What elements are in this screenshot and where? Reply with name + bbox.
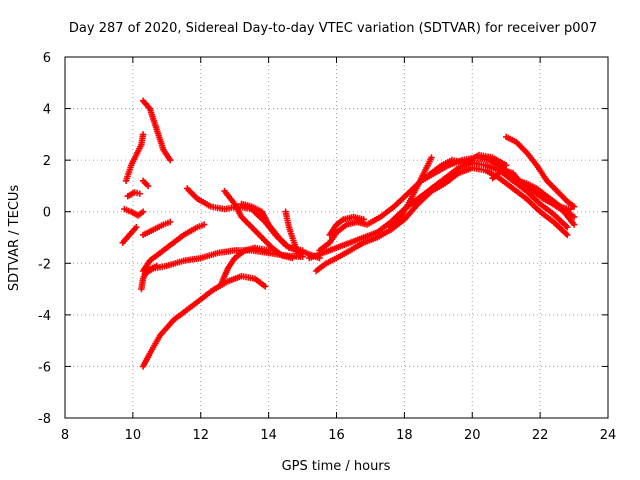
series-track-23 (503, 133, 578, 210)
y-tick-label: 0 (43, 206, 51, 221)
y-tick-label: 2 (43, 154, 51, 169)
series-track-6 (119, 224, 140, 246)
data-point (570, 203, 578, 210)
series-track-7 (139, 218, 174, 239)
data-point (139, 208, 147, 215)
grid (65, 57, 608, 418)
x-tick-label: 14 (260, 428, 277, 443)
series-track-16 (282, 208, 303, 259)
data-point (564, 224, 571, 231)
chart-title: Day 287 of 2020, Sidereal Day-to-day VTE… (69, 21, 597, 36)
series-track-10 (138, 262, 160, 293)
series-track-18 (306, 159, 571, 262)
series-track-14 (221, 187, 296, 262)
series-track-11 (139, 273, 269, 370)
data-point (428, 154, 435, 161)
data-point (153, 262, 160, 270)
series-track-2 (122, 131, 147, 184)
data-point (265, 247, 272, 254)
data-marks (119, 97, 578, 370)
data-point (289, 254, 296, 262)
data-point (139, 131, 147, 138)
data-point (133, 224, 140, 231)
data-point (360, 216, 367, 223)
y-tick-label: -2 (38, 257, 51, 272)
y-tick-label: -6 (38, 360, 51, 375)
y-tick-label: -8 (38, 412, 51, 427)
x-tick-label: 20 (464, 428, 481, 443)
data-point (262, 283, 269, 290)
y-tick-label: 4 (43, 103, 51, 118)
x-tick-label: 22 (532, 428, 549, 443)
y-axis-label: SDTVAR / TECUs (7, 185, 22, 292)
data-point (200, 221, 208, 228)
x-tick-label: 18 (396, 428, 413, 443)
series-track-3 (124, 189, 143, 200)
y-tick-label: 6 (43, 51, 51, 66)
series-track-22 (408, 151, 510, 195)
data-point (299, 247, 306, 254)
series-track-5 (121, 205, 147, 219)
x-tick-label: 12 (192, 428, 209, 443)
x-tick-label: 24 (600, 428, 617, 443)
series-track-4 (139, 177, 152, 190)
series-track-12 (217, 244, 272, 288)
data-point (570, 213, 578, 221)
data-point (144, 182, 152, 190)
y-tick-label: -4 (38, 309, 51, 324)
x-tick-label: 8 (61, 428, 69, 443)
data-point (167, 218, 174, 226)
data-point (136, 190, 143, 197)
data-point (296, 252, 303, 259)
series-track-25 (489, 167, 578, 228)
x-tick-label: 10 (125, 428, 142, 443)
series-track-1 (139, 97, 174, 164)
data-point (570, 221, 578, 228)
data-point (167, 156, 174, 164)
data-point (564, 231, 571, 239)
series-track-20 (326, 213, 367, 239)
x-axis-label: GPS time / hours (282, 459, 391, 474)
x-tick-label: 16 (328, 428, 345, 443)
